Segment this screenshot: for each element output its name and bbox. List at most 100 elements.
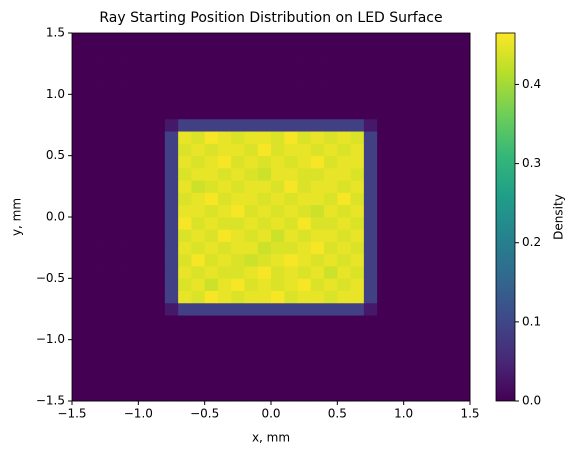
heatmap-cell	[297, 339, 312, 353]
heatmap-cell	[125, 106, 139, 120]
heatmap-cell	[390, 155, 405, 169]
heatmap-cell	[72, 69, 86, 83]
heatmap-cell	[350, 351, 365, 365]
heatmap-cell	[430, 229, 444, 242]
heatmap-cell	[151, 266, 166, 279]
heatmap-cell	[217, 388, 232, 402]
heatmap-cell	[257, 155, 272, 169]
heatmap-cell	[456, 192, 471, 206]
heatmap-cell	[151, 155, 166, 169]
heatmap-cell	[191, 143, 206, 157]
heatmap-cell	[403, 143, 418, 157]
heatmap-cell	[284, 339, 298, 353]
heatmap-cell	[416, 278, 431, 291]
heatmap-cell	[178, 143, 192, 157]
heatmap-cell	[430, 376, 444, 390]
heatmap-cell	[350, 266, 365, 279]
heatmap-cell	[456, 45, 471, 58]
heatmap-cell	[125, 45, 139, 58]
heatmap-cell	[111, 45, 126, 58]
heatmap-cell	[310, 204, 325, 218]
heatmap-cell	[164, 192, 179, 206]
heatmap-cell	[125, 57, 139, 71]
y-tick-label: 1.0	[46, 87, 65, 101]
heatmap-cell	[310, 351, 325, 365]
heatmap-cell	[430, 131, 444, 144]
heatmap-cell	[456, 388, 471, 402]
heatmap-cell	[138, 339, 152, 353]
heatmap-cell	[178, 217, 192, 230]
heatmap-cell	[416, 118, 431, 132]
heatmap-cell	[178, 364, 192, 377]
heatmap-cell	[244, 57, 259, 71]
heatmap-cell	[377, 290, 391, 304]
heatmap-cell	[284, 290, 298, 304]
heatmap-cell	[231, 364, 245, 377]
heatmap-cell	[151, 57, 166, 71]
heatmap-cell	[164, 241, 179, 255]
heatmap-cell	[443, 241, 458, 255]
heatmap-cell	[138, 241, 152, 255]
heatmap-cell	[443, 253, 458, 267]
heatmap-cell	[377, 229, 391, 242]
heatmap-cell	[430, 302, 444, 316]
heatmap-cell	[138, 94, 152, 107]
heatmap-cell	[284, 217, 298, 230]
heatmap-cell	[98, 241, 113, 255]
heatmap-cell	[310, 327, 325, 341]
heatmap-cell	[324, 290, 338, 304]
heatmap-cell	[377, 278, 391, 291]
heatmap-cell	[271, 278, 285, 291]
heatmap-cell	[377, 155, 391, 169]
heatmap-cell	[125, 278, 139, 291]
heatmap-cell	[363, 167, 378, 181]
heatmap-cell	[271, 315, 285, 328]
heatmap-cell	[217, 327, 232, 341]
heatmap-cell	[111, 143, 126, 157]
heatmap-cell	[151, 290, 166, 304]
heatmap-cell	[271, 143, 285, 157]
heatmap-cell	[204, 229, 219, 242]
chart-title: Ray Starting Position Distribution on LE…	[99, 10, 442, 26]
heatmap-cell	[390, 82, 405, 95]
heatmap-cell	[125, 290, 139, 304]
heatmap-cell	[204, 155, 219, 169]
heatmap-cell	[297, 94, 312, 107]
heatmap-cell	[178, 180, 192, 193]
heatmap-cell	[310, 253, 325, 267]
heatmap-cell	[430, 33, 444, 46]
x-axis-label: x, mm	[252, 431, 290, 445]
heatmap-cell	[390, 241, 405, 255]
heatmap-cell	[297, 167, 312, 181]
heatmap-cell	[390, 217, 405, 230]
heatmap-cell	[72, 45, 86, 58]
heatmap-cell	[416, 290, 431, 304]
heatmap-cell	[403, 302, 418, 316]
heatmap-cell	[231, 339, 245, 353]
heatmap-cell	[85, 155, 99, 169]
heatmap-cell	[231, 118, 245, 132]
heatmap-cell	[271, 45, 285, 58]
heatmap-cell	[430, 204, 444, 218]
heatmap-cell	[98, 388, 113, 402]
heatmap-cell	[443, 143, 458, 157]
heatmap-cell	[350, 94, 365, 107]
heatmap-cell	[363, 315, 378, 328]
heatmap-cell	[164, 204, 179, 218]
heatmap-cell	[403, 82, 418, 95]
heatmap-cell	[178, 204, 192, 218]
heatmap-cell	[416, 94, 431, 107]
heatmap-cell	[390, 192, 405, 206]
heatmap-cell	[257, 192, 272, 206]
heatmap-cell	[151, 351, 166, 365]
heatmap-cell	[350, 82, 365, 95]
heatmap-cell	[430, 278, 444, 291]
heatmap-cell	[297, 57, 312, 71]
x-tick-label: −0.5	[190, 407, 219, 421]
heatmap-cell	[125, 118, 139, 132]
heatmap-cell	[191, 118, 206, 132]
heatmap-cell	[310, 180, 325, 193]
heatmap-cell	[217, 376, 232, 390]
heatmap-cell	[204, 388, 219, 402]
heatmap-cell	[350, 143, 365, 157]
